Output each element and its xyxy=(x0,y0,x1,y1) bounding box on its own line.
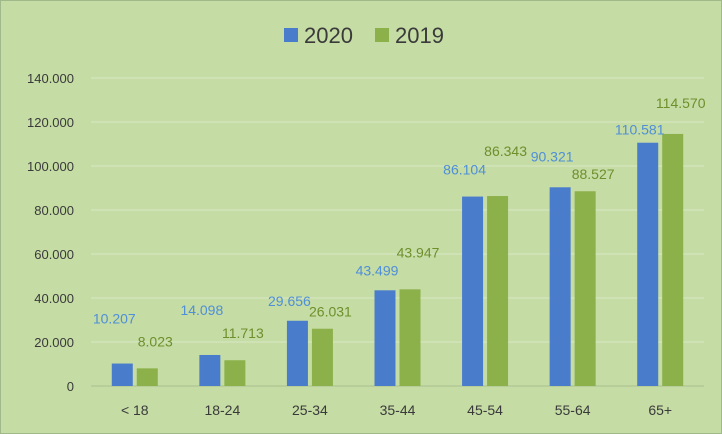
y-tick-label: 40.000 xyxy=(34,291,74,306)
x-tick-label: 25-34 xyxy=(292,402,328,418)
y-tick-label: 60.000 xyxy=(34,247,74,262)
bar-2019-2 xyxy=(311,328,333,386)
bar-2020-5 xyxy=(549,187,571,386)
bar-2019-6 xyxy=(662,133,684,386)
data-label-2019-5: 88.527 xyxy=(572,166,615,182)
y-tick-label: 140.000 xyxy=(27,71,74,86)
y-tick-label: 20.000 xyxy=(34,335,74,350)
data-label-2019-6: 114.570 xyxy=(656,95,706,111)
bar-2020-4 xyxy=(462,196,484,386)
bar-2019-3 xyxy=(399,289,421,386)
y-tick-label: 100.000 xyxy=(27,159,74,174)
x-tick-label: < 18 xyxy=(121,402,149,418)
bar-2020-1 xyxy=(199,354,221,386)
bar-2019-0 xyxy=(136,368,158,386)
y-axis-ticks: 0 20.000 40.000 60.000 80.000 100.000 120.000 1… xyxy=(27,71,74,394)
x-tick-label: 35-44 xyxy=(380,402,416,418)
legend-swatch-2019 xyxy=(375,28,389,42)
data-label-2020-6: 110.581 xyxy=(615,122,665,138)
bar-2020-3 xyxy=(374,290,396,386)
data-label-2019-1: 11.713 xyxy=(222,325,264,341)
data-label-2019-0: 8.023 xyxy=(138,333,173,349)
data-label-2020-0: 10.207 xyxy=(93,311,136,327)
data-label-2020-1: 14.098 xyxy=(180,302,223,318)
data-label-2019-2: 26.031 xyxy=(309,304,352,320)
x-axis-ticks: < 18 18-24 25-34 35-44 45-54 55-64 65+ xyxy=(121,402,672,418)
gridlines xyxy=(91,77,704,387)
bar-2020-2 xyxy=(286,320,308,386)
x-tick-label: 18-24 xyxy=(204,402,240,418)
y-tick-label: 0 xyxy=(67,379,74,394)
legend-label-2020: 2020 xyxy=(304,23,353,48)
data-label-2020-2: 29.656 xyxy=(268,293,311,309)
bars xyxy=(111,133,684,386)
bar-2020-6 xyxy=(637,142,659,386)
legend-label-2019: 2019 xyxy=(395,23,444,48)
legend-swatch-2020 xyxy=(284,28,298,42)
bar-2019-1 xyxy=(224,360,246,386)
bar-2020-0 xyxy=(111,363,133,386)
x-tick-label: 45-54 xyxy=(467,402,503,418)
data-label-2019-4: 86.343 xyxy=(484,143,527,159)
x-tick-label: 55-64 xyxy=(555,402,591,418)
data-label-2020-5: 90.321 xyxy=(531,148,574,164)
y-tick-label: 120.000 xyxy=(27,115,74,130)
data-label-2020-4: 86.104 xyxy=(443,162,486,178)
data-label-2019-3: 43.947 xyxy=(397,244,440,260)
y-tick-label: 80.000 xyxy=(34,203,74,218)
bar-2019-4 xyxy=(487,196,509,386)
data-label-2020-3: 43.499 xyxy=(356,262,399,278)
bar-2019-5 xyxy=(574,191,596,386)
x-tick-label: 65+ xyxy=(648,402,672,418)
legend: 2020 2019 xyxy=(284,23,444,48)
